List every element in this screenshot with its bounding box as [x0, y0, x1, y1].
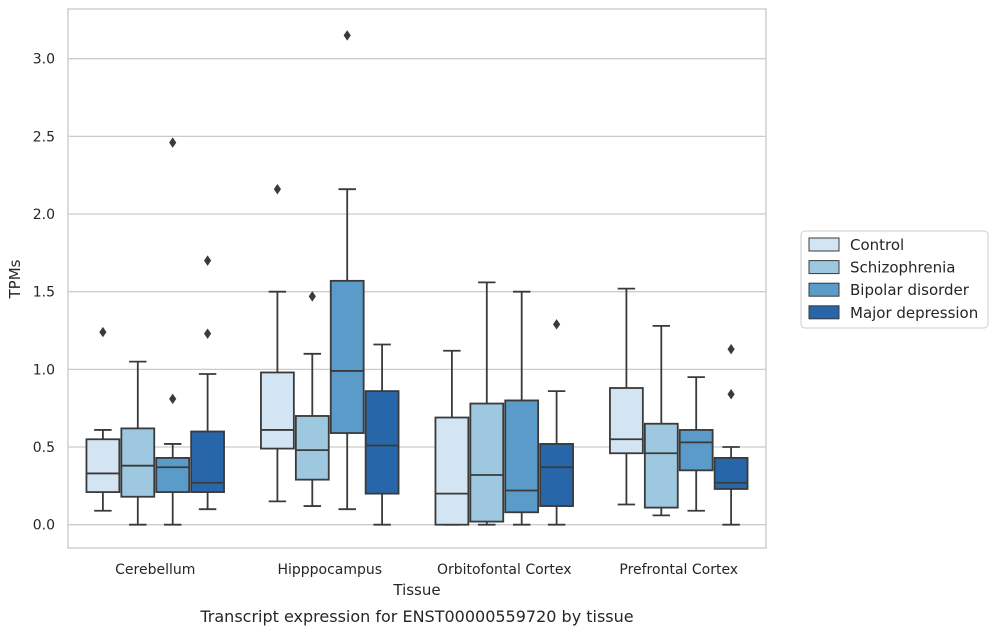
y-tick-label: 3.0: [33, 52, 55, 68]
box-control-orbitofontal-cortex: [434, 349, 470, 526]
y-tick-label: 0.0: [33, 518, 55, 534]
box-major-depression-cerebellum: [190, 255, 225, 511]
y-tick-label: 1.5: [33, 285, 55, 301]
box-body: [434, 416, 470, 526]
box-body: [120, 427, 156, 498]
box-bipolar-disorder-orbitofontal-cortex: [504, 290, 540, 526]
boxes: [85, 30, 749, 526]
y-tick-label: 0.5: [33, 440, 55, 456]
outlier-point: [553, 319, 561, 330]
outlier-point: [99, 326, 107, 338]
box-major-depression-prefrontal-cortex: [713, 343, 749, 526]
box-body: [539, 443, 574, 507]
legend-label: Schizophrenia: [850, 259, 955, 277]
box-schizophrenia-cerebellum: [120, 360, 156, 526]
y-axis-label: TPMs: [6, 259, 24, 299]
x-tick-label: Prefrontal Cortex: [619, 562, 738, 578]
gridlines: [68, 58, 766, 526]
x-tick-label: Orbitofontal Cortex: [437, 562, 572, 578]
legend-label: Bipolar disorder: [850, 281, 970, 299]
box-body: [678, 429, 714, 472]
box-bipolar-disorder-prefrontal-cortex: [678, 376, 714, 512]
legend-swatch: [808, 282, 840, 297]
x-tick-label: Cerebellum: [115, 562, 195, 578]
box-control-prefrontal-cortex: [609, 287, 644, 506]
outlier-point: [727, 343, 735, 355]
legend-label: Major depression: [850, 304, 978, 322]
legend-swatch: [808, 305, 840, 320]
box-schizophrenia-hipppocampus: [294, 291, 330, 507]
outlier-point: [204, 255, 212, 266]
box-body: [329, 279, 365, 434]
box-body: [85, 438, 121, 493]
legend-label: Control: [850, 236, 904, 254]
y-tick-label: 1.0: [33, 362, 55, 378]
legend-swatch: [808, 260, 840, 275]
box-body: [609, 387, 644, 455]
outlier-point: [343, 30, 351, 41]
box-major-depression-orbitofontal-cortex: [539, 319, 574, 526]
outlier-point: [308, 291, 316, 302]
box-body: [260, 371, 295, 450]
box-control-hipppocampus: [260, 183, 295, 503]
legend-box: [800, 230, 989, 329]
box-schizophrenia-prefrontal-cortex: [643, 324, 679, 517]
box-control-cerebellum: [85, 326, 121, 512]
y-tick-label: 2.5: [33, 129, 55, 145]
box-body: [294, 415, 330, 481]
box-body: [469, 402, 505, 523]
outlier-point: [169, 137, 177, 148]
outlier-point: [273, 183, 281, 195]
x-tick-label: Hipppocampus: [277, 562, 382, 578]
x-axis-ticks: Cerebellum Hipppocampus Orbitofontal Corte…: [115, 562, 738, 578]
outlier-point: [169, 393, 177, 405]
outlier-point: [727, 389, 735, 400]
box-body: [643, 422, 679, 509]
box-body: [364, 390, 400, 495]
plot-frame: [67, 8, 767, 549]
box-major-depression-hipppocampus: [364, 343, 400, 526]
box-schizophrenia-orbitofontal-cortex: [469, 281, 505, 526]
outlier-point: [204, 328, 212, 339]
box-body: [713, 457, 749, 490]
figure-caption: Transcript expression for ENST0000055972…: [199, 607, 633, 626]
box-body: [504, 399, 540, 514]
legend: Control Schizophrenia Bipolar disorder Majo…: [800, 230, 989, 329]
box-body: [155, 457, 191, 493]
legend-swatch: [808, 237, 840, 252]
y-axis-ticks: 0.0 0.5 1.0 1.5 2.0 2.5 3.0: [33, 52, 55, 534]
x-axis-label: Tissue: [392, 581, 440, 599]
box-bipolar-disorder-cerebellum: [155, 137, 191, 526]
box-bipolar-disorder-hipppocampus: [329, 30, 365, 511]
y-tick-label: 2.0: [33, 207, 55, 223]
